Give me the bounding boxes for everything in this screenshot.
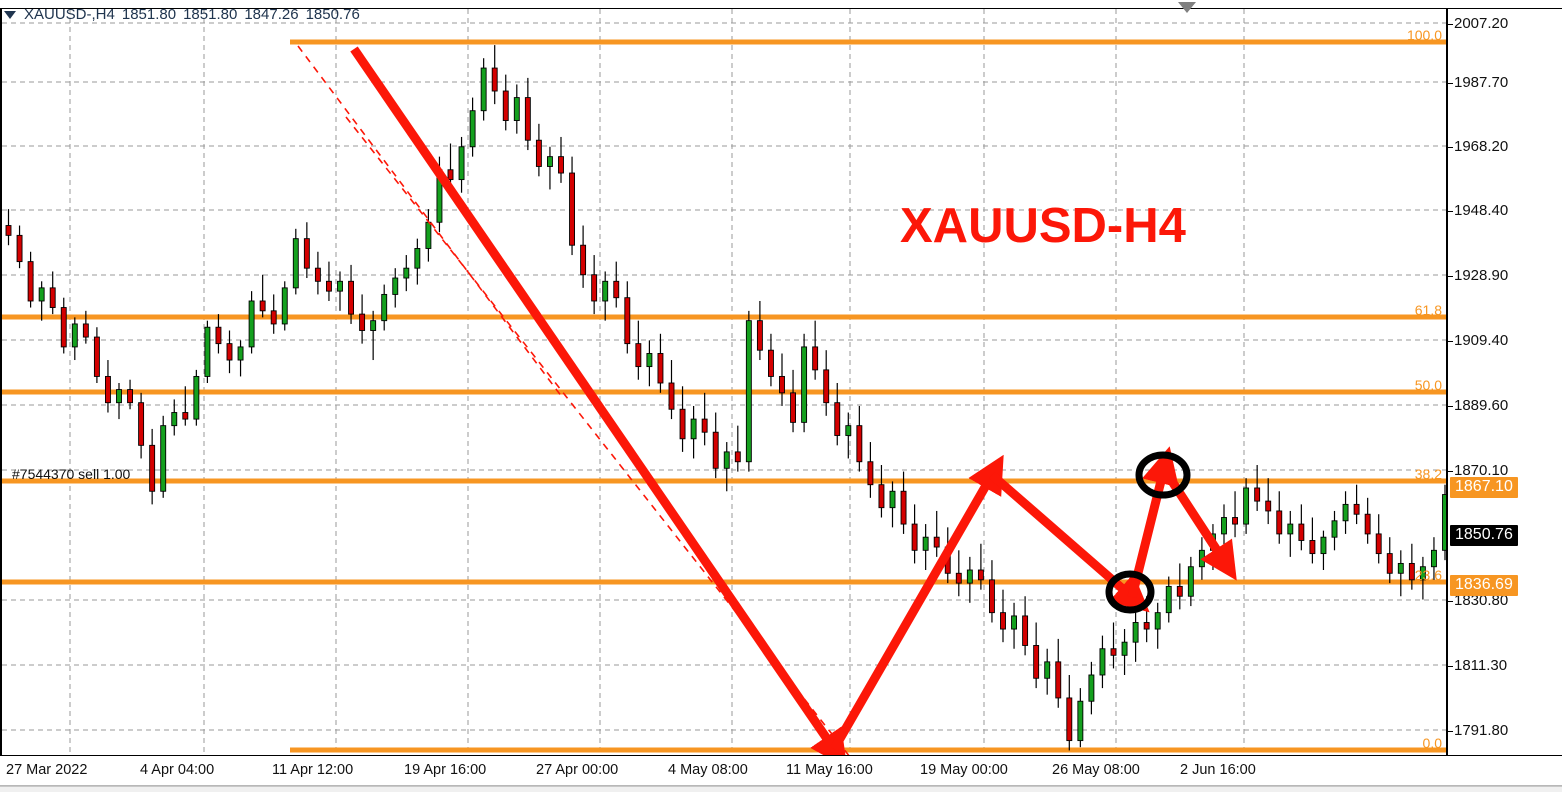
- time-tick-label: 27 Apr 00:00: [536, 762, 619, 778]
- time-tick-label: 26 May 08:00: [1052, 762, 1140, 778]
- price-badge-orange: 1836.69: [1450, 575, 1518, 596]
- triangle-down-marker-icon[interactable]: [1178, 2, 1196, 13]
- fib-level-23-6: 23.6: [1414, 567, 1442, 583]
- price-tick-label: 1811.30: [1447, 657, 1508, 674]
- symbol-quote-bar: XAUUSD-,H4 1851.80 1851.80 1847.26 1850.…: [4, 6, 360, 23]
- candlesticks: [5, 45, 1446, 751]
- window-bottom-strip: [0, 786, 1562, 792]
- time-tick-label: 11 Apr 12:00: [272, 762, 354, 778]
- price-tick-label: 1909.40: [1447, 332, 1509, 349]
- price-tick-label: 1948.40: [1447, 202, 1509, 219]
- fib-level-100-0: 100.0: [1406, 27, 1442, 43]
- price-badge-orange: 1867.10: [1450, 477, 1518, 498]
- fibonacci-lines: [2, 39, 1446, 753]
- time-tick-label: 11 May 16:00: [786, 762, 873, 778]
- price-tick-label: 1889.60: [1447, 397, 1509, 414]
- quote-open: 1851.80: [121, 6, 177, 23]
- quote-low: 1847.26: [244, 6, 299, 23]
- fib-level-0-0: 0.0: [1422, 735, 1442, 751]
- time-tick-label: 19 Apr 16:00: [404, 762, 487, 778]
- price-tick-label: 1830.80: [1447, 592, 1509, 609]
- fib-level-61-8: 61.8: [1414, 302, 1442, 318]
- fib-level-50-0: 50.0: [1414, 377, 1442, 393]
- quote-symbol: XAUUSD-,H4: [24, 6, 115, 23]
- price-tick-label: 1987.70: [1447, 74, 1509, 91]
- price-tick-label: 1791.80: [1447, 722, 1509, 739]
- price-tick-label: 2007.20: [1447, 15, 1509, 32]
- fib-level-38-2: 38.2: [1414, 466, 1442, 482]
- price-axis[interactable]: 2007.20 1987.70 1968.20 1948.40 1928.90 1909.…: [1446, 8, 1562, 756]
- order-position-label: #7544370 sell 1.00: [12, 466, 131, 482]
- chart-canvas: [2, 9, 1446, 755]
- grid-lines: [2, 9, 1446, 755]
- chart-plot-area[interactable]: XAUUSD-H4 #7544370 sell 1.00 100.0 61.8 50…: [0, 8, 1446, 756]
- time-axis[interactable]: 27 Mar 2022 4 Apr 04:00 11 Apr 12:00 19 Apr…: [0, 756, 1562, 786]
- symbol-watermark-label: XAUUSD-H4: [900, 199, 1186, 253]
- trend-annotations: [297, 45, 1237, 755]
- price-tick-label: 1870.10: [1447, 462, 1509, 479]
- price-tick-label: 1968.20: [1447, 138, 1509, 155]
- time-tick-label: 19 May 00:00: [920, 762, 1008, 778]
- quote-close: 1850.76: [305, 6, 360, 23]
- time-tick-label: 27 Mar 2022: [6, 762, 88, 778]
- quote-high: 1851.80: [183, 6, 238, 23]
- price-badge-black: 1850.76: [1450, 525, 1518, 546]
- price-tick-label: 1928.90: [1447, 267, 1509, 284]
- time-tick-label: 4 May 08:00: [668, 762, 748, 778]
- triangle-down-icon[interactable]: [4, 10, 16, 19]
- time-tick-label: 2 Jun 16:00: [1180, 762, 1256, 778]
- time-tick-label: 4 Apr 04:00: [140, 762, 215, 778]
